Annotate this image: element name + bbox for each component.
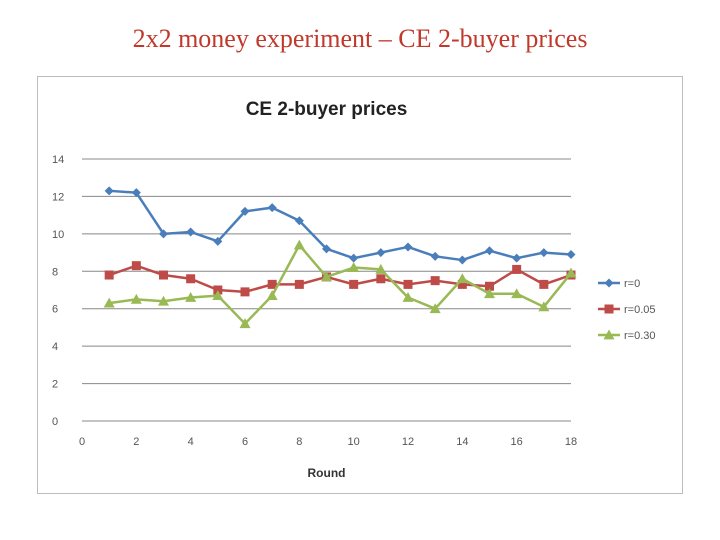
data-point xyxy=(267,279,277,289)
legend-label: r=0.30 xyxy=(624,330,656,342)
y-tick-label: 14 xyxy=(52,154,64,166)
x-tick-label: 18 xyxy=(565,436,577,448)
x-tick-label: 4 xyxy=(188,436,194,448)
data-point xyxy=(512,253,522,263)
data-point xyxy=(539,279,549,289)
data-point xyxy=(104,270,114,280)
data-point xyxy=(484,288,495,299)
data-point xyxy=(402,291,414,302)
data-point xyxy=(103,297,115,308)
data-point xyxy=(158,295,169,306)
data-point xyxy=(104,186,114,196)
series-line-2 xyxy=(108,264,572,294)
y-tick-label: 4 xyxy=(52,341,58,353)
chart-title: CE 2-buyer prices xyxy=(246,99,408,120)
data-point xyxy=(267,203,277,213)
data-point xyxy=(430,276,440,286)
data-point xyxy=(131,188,141,198)
legend-label: r=0.05 xyxy=(624,304,656,316)
line-chart: CE 2-buyer prices 0 2 4 6 8 10 12 14 0 2 4 6 8 10 12 14 1… xyxy=(52,99,656,480)
data-point xyxy=(266,290,278,301)
data-point xyxy=(322,244,331,254)
x-tick-label: 14 xyxy=(456,436,468,448)
x-tick-label: 2 xyxy=(133,436,139,448)
data-point xyxy=(512,264,522,274)
data-point xyxy=(239,318,251,329)
y-tick-label: 10 xyxy=(52,229,64,241)
data-point xyxy=(159,229,168,239)
data-point xyxy=(186,227,196,237)
chart-frame: CE 2-buyer prices 0 2 4 6 8 10 12 14 0 2 4 6 8 10 12 14 1… xyxy=(37,76,683,494)
data-point xyxy=(294,216,304,226)
series-line-3 xyxy=(108,243,572,325)
data-point xyxy=(349,279,359,289)
data-point xyxy=(294,279,304,289)
x-axis-label: Round xyxy=(308,466,346,480)
x-tick-label: 0 xyxy=(79,436,85,448)
y-tick-label: 8 xyxy=(52,266,58,278)
data-point xyxy=(321,271,332,282)
legend-marker xyxy=(604,278,614,288)
y-tick-label: 0 xyxy=(52,416,58,428)
legend-marker xyxy=(604,304,614,314)
legend-marker xyxy=(603,329,615,340)
data-point xyxy=(159,270,168,280)
data-point xyxy=(376,248,386,258)
data-point xyxy=(403,242,413,252)
data-point xyxy=(240,206,250,216)
data-point xyxy=(403,279,413,289)
data-point xyxy=(213,236,223,246)
series-line-1 xyxy=(109,189,572,262)
data-point xyxy=(130,293,142,304)
data-point xyxy=(511,288,523,299)
data-point xyxy=(213,285,223,295)
x-tick-label: 10 xyxy=(348,436,360,448)
data-point xyxy=(539,248,549,258)
data-point xyxy=(376,274,386,284)
x-tick-label: 16 xyxy=(511,436,523,448)
data-point xyxy=(240,287,250,297)
x-tick-label: 8 xyxy=(296,436,302,448)
data-point xyxy=(186,274,196,284)
data-point xyxy=(185,291,197,302)
data-point xyxy=(375,263,387,274)
data-point xyxy=(212,290,224,301)
data-point xyxy=(457,255,467,265)
data-point xyxy=(485,246,494,256)
data-point xyxy=(565,267,577,278)
data-point xyxy=(293,239,305,250)
data-point xyxy=(485,281,494,291)
data-point xyxy=(538,301,550,312)
y-tick-label: 12 xyxy=(52,191,64,203)
data-point xyxy=(131,261,141,271)
data-point xyxy=(348,262,360,272)
x-tick-label: 6 xyxy=(242,436,248,448)
data-point xyxy=(566,249,576,259)
slide-title: 2x2 money experiment – CE 2-buyer prices xyxy=(132,24,588,53)
data-point xyxy=(457,279,467,289)
y-tick-label: 6 xyxy=(52,304,58,316)
legend-label: r=0 xyxy=(624,278,640,290)
data-point xyxy=(456,273,468,284)
y-tick-label: 2 xyxy=(52,379,58,391)
data-point xyxy=(429,303,441,314)
data-point xyxy=(430,251,440,261)
data-point xyxy=(349,253,359,263)
x-tick-label: 12 xyxy=(402,436,414,448)
